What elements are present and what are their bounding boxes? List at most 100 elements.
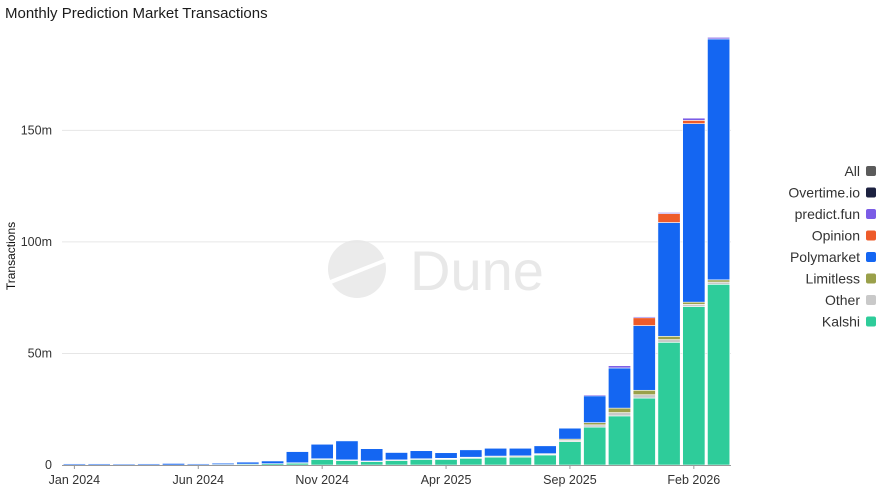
dune-watermark: Dune [328, 239, 544, 302]
legend-label: predict.fun [795, 206, 860, 222]
x-tick-label: Feb 2026 [667, 473, 720, 487]
bar-opinion [632, 317, 656, 326]
bar-kalshi [385, 460, 408, 466]
x-tick-label: Jan 2024 [49, 473, 100, 487]
legend-swatch [866, 316, 876, 327]
bar-polymarket [137, 463, 161, 466]
legend-label: Limitless [806, 271, 860, 287]
legend-label: Kalshi [822, 314, 860, 330]
bar-polymarket [508, 447, 532, 457]
legend-label: Overtime.io [788, 185, 860, 201]
bar-polymarket [707, 38, 731, 281]
bar-polymarket [310, 443, 334, 460]
y-tick-label: 0 [45, 458, 52, 472]
bar-other [657, 339, 681, 343]
legend-swatch [866, 252, 876, 262]
bar-kalshi [533, 454, 557, 466]
bar-other [583, 424, 607, 428]
bar-polymarket [459, 449, 483, 458]
bar-limitless [632, 389, 656, 396]
bar-predict-fun [657, 212, 681, 214]
bar-limitless [608, 407, 631, 413]
legend-swatch [866, 295, 876, 305]
y-tick-label: 150m [21, 123, 52, 137]
bar-kalshi [335, 460, 359, 466]
bar-kalshi [409, 459, 433, 466]
legend-label: Opinion [812, 228, 860, 244]
bar-polymarket [87, 463, 111, 466]
bar-kalshi [508, 456, 532, 466]
chart-title: Monthly Prediction Market Transactions [5, 5, 268, 22]
dune-logo-stripe [330, 258, 386, 284]
bar-kalshi [434, 459, 458, 466]
legend-label: Other [825, 292, 860, 308]
bar-limitless [682, 301, 706, 305]
bar-polymarket [211, 462, 235, 465]
bar-polymarket [360, 448, 384, 462]
bar-kalshi [459, 458, 483, 466]
legend-swatch [866, 273, 876, 284]
bar-opinion [657, 213, 681, 223]
bar-limitless [707, 279, 731, 283]
bar-predict-fun [707, 37, 731, 40]
bar-limitless [657, 335, 681, 340]
bars [62, 37, 731, 466]
bar-kalshi [632, 397, 656, 466]
bar-other [608, 412, 631, 417]
bar-polymarket [608, 367, 631, 409]
legend-swatch [866, 230, 876, 241]
bar-polymarket [186, 463, 210, 466]
y-tick-label: 100m [21, 235, 52, 249]
bar-polymarket [335, 440, 359, 461]
bar-kalshi [360, 461, 384, 466]
bar-predict-fun [583, 394, 607, 397]
bar-polymarket [162, 463, 185, 466]
bar-kalshi [608, 415, 631, 466]
x-tick-label: Sep 2025 [543, 473, 597, 487]
x-tick-label: Apr 2025 [421, 473, 472, 487]
bar-kalshi [583, 426, 607, 466]
bar-polymarket [558, 427, 582, 440]
gridlines [62, 129, 731, 354]
y-tick-label: 50m [28, 346, 52, 360]
bar-kalshi [310, 459, 334, 466]
x-tick-label: Jun 2024 [173, 473, 224, 487]
bar-polymarket [657, 222, 681, 337]
bar-kalshi [682, 306, 706, 466]
bar-limitless [583, 422, 607, 426]
bar-polymarket [261, 460, 285, 464]
bar-kalshi [707, 284, 731, 466]
bar-kalshi [657, 342, 681, 466]
legend: All Overtime.io predict.fun Opinion Polymark… [788, 163, 876, 330]
bar-polymarket [583, 395, 607, 423]
bar-other [707, 281, 731, 285]
legend-label: All [844, 163, 860, 179]
bar-polymarket [62, 463, 86, 466]
bar-kalshi [484, 456, 508, 466]
legend-swatch [866, 209, 876, 219]
bar-predict-fun [632, 316, 656, 319]
bar-kalshi [558, 441, 582, 466]
bar-polymarket [434, 452, 458, 459]
bar-other [632, 394, 656, 399]
bar-polymarket [632, 325, 656, 391]
bar-polymarket [682, 123, 706, 303]
bar-predict-fun [608, 365, 631, 369]
bar-polymarket [484, 447, 508, 457]
bar-polymarket [533, 445, 557, 454]
legend-swatch [866, 187, 876, 198]
y-axis-title: Transactions [4, 222, 18, 290]
bar-polymarket [112, 463, 136, 466]
legend-swatch [866, 166, 876, 176]
bar-predict-fun [682, 117, 706, 121]
bar-polymarket [236, 461, 260, 465]
bar-other [682, 304, 706, 307]
bar-opinion [682, 120, 706, 124]
axes: 0 50m 100m 150m Jan 2024 Jun 2024 Nov 2024 Apr … [21, 123, 731, 487]
bar-polymarket [385, 452, 408, 461]
bar-polymarket [285, 451, 309, 464]
x-tick-label: Nov 2024 [295, 473, 349, 487]
legend-label: Polymarket [790, 249, 860, 265]
bar-polymarket [409, 450, 433, 460]
